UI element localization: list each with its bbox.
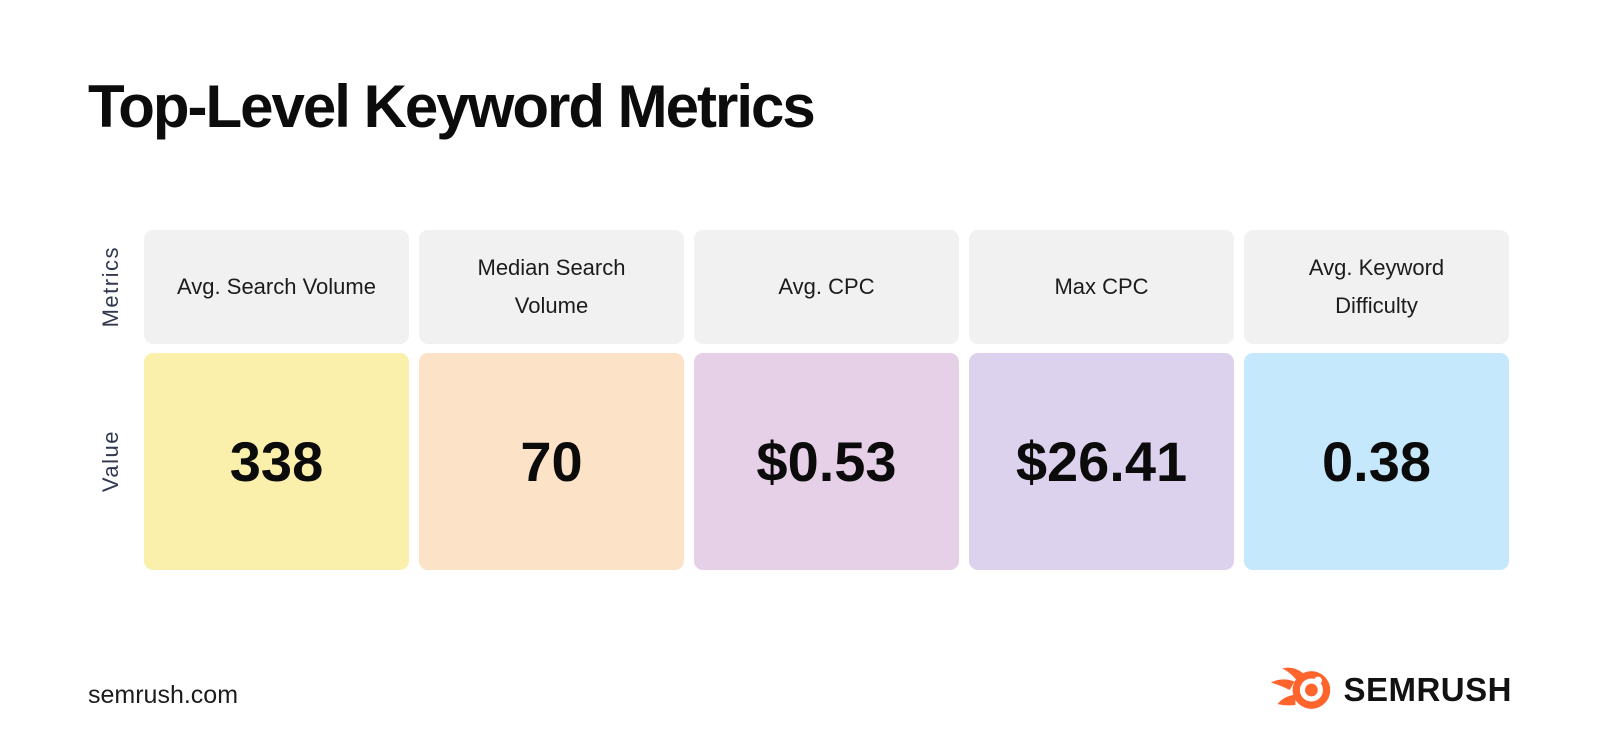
semrush-flame-icon: [1271, 667, 1331, 709]
value-cell-avg-cpc: $0.53: [694, 353, 959, 570]
row-label-metrics-wrap: Metrics: [88, 230, 134, 344]
value-cell-avg-keyword-difficulty: 0.38: [1244, 353, 1509, 570]
row-label-metrics: Metrics: [98, 246, 123, 328]
header-cell-avg-cpc: Avg. CPC: [694, 230, 959, 344]
header-cell-max-cpc: Max CPC: [969, 230, 1234, 344]
page-title: Top-Level Keyword Metrics: [88, 73, 816, 140]
header-cell-median-search-volume: Median Search Volume: [419, 230, 684, 344]
value-cell-max-cpc: $26.41: [969, 353, 1234, 570]
row-label-value-wrap: Value: [88, 353, 134, 570]
keyword-metrics-table: Metrics Avg. Search Volume Median Search…: [88, 230, 1509, 570]
header-cell-avg-search-volume: Avg. Search Volume: [144, 230, 409, 344]
value-cell-avg-search-volume: 338: [144, 353, 409, 570]
header-cell-avg-keyword-difficulty: Avg. Keyword Difficulty: [1244, 230, 1509, 344]
semrush-logo: SEMRUSH: [1270, 664, 1512, 716]
value-cell-median-search-volume: 70: [419, 353, 684, 570]
source-url: semrush.com: [88, 681, 239, 709]
row-label-value: Value: [98, 430, 123, 493]
semrush-logo-text: SEMRUSH: [1343, 671, 1512, 708]
